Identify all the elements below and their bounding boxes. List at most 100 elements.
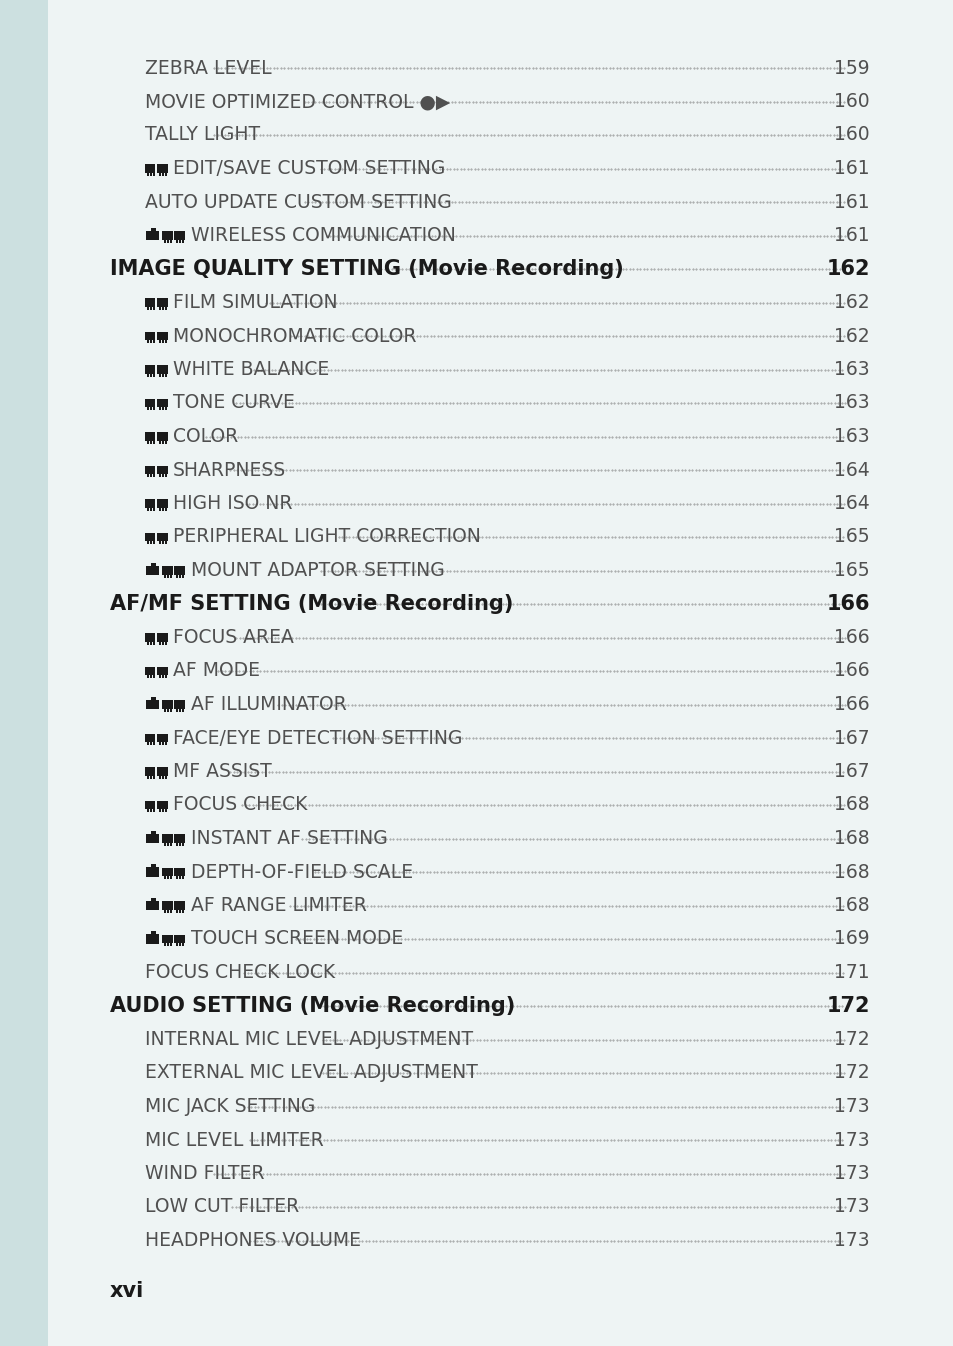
Bar xyxy=(162,676,164,678)
Bar xyxy=(152,809,154,812)
Bar xyxy=(162,835,172,843)
Bar xyxy=(145,331,155,341)
Bar xyxy=(182,944,184,946)
Bar xyxy=(162,307,164,310)
Bar xyxy=(182,843,184,845)
Bar xyxy=(159,374,161,377)
Bar xyxy=(162,172,164,175)
Bar xyxy=(170,575,172,577)
Bar xyxy=(146,230,159,240)
Bar xyxy=(157,466,168,474)
Text: 168: 168 xyxy=(834,896,869,915)
Text: MOUNT ADAPTOR SETTING: MOUNT ADAPTOR SETTING xyxy=(191,561,444,580)
Bar xyxy=(151,697,156,700)
Text: AF MODE: AF MODE xyxy=(172,661,260,681)
Text: 161: 161 xyxy=(834,159,869,178)
Bar xyxy=(165,507,167,510)
Bar xyxy=(150,474,152,476)
Bar xyxy=(182,240,184,242)
Bar xyxy=(162,232,172,240)
Bar xyxy=(174,232,185,240)
Text: WIRELESS COMMUNICATION: WIRELESS COMMUNICATION xyxy=(191,226,456,245)
Bar xyxy=(162,742,164,746)
Bar xyxy=(159,742,161,746)
Bar xyxy=(165,374,167,377)
Bar xyxy=(150,172,152,175)
Text: IMAGE QUALITY SETTING (Movie Recording): IMAGE QUALITY SETTING (Movie Recording) xyxy=(110,258,623,279)
Text: 162: 162 xyxy=(825,258,869,279)
Bar xyxy=(145,164,155,172)
Bar xyxy=(176,944,178,946)
Text: 167: 167 xyxy=(834,728,869,747)
Text: AF/MF SETTING (Movie Recording): AF/MF SETTING (Movie Recording) xyxy=(110,594,513,614)
Bar xyxy=(162,775,164,778)
Text: 169: 169 xyxy=(834,930,869,949)
Bar xyxy=(157,499,168,507)
Bar xyxy=(152,474,154,476)
Bar xyxy=(174,868,185,876)
Bar xyxy=(164,876,166,879)
Text: MIC LEVEL LIMITER: MIC LEVEL LIMITER xyxy=(145,1131,323,1149)
Bar xyxy=(159,440,161,444)
Bar xyxy=(162,902,172,910)
Bar xyxy=(167,843,169,845)
Text: FOCUS CHECK: FOCUS CHECK xyxy=(172,795,307,814)
Bar xyxy=(165,408,167,411)
Bar xyxy=(152,307,154,310)
Bar xyxy=(167,944,169,946)
Bar xyxy=(159,341,161,343)
Bar xyxy=(174,567,185,575)
Bar xyxy=(176,709,178,712)
Text: TALLY LIGHT: TALLY LIGHT xyxy=(145,125,260,144)
Bar xyxy=(150,541,152,544)
Bar xyxy=(162,474,164,476)
Bar xyxy=(159,676,161,678)
Bar xyxy=(159,809,161,812)
Bar xyxy=(151,931,156,934)
Bar xyxy=(159,408,161,411)
Bar xyxy=(174,835,185,843)
Bar xyxy=(179,944,181,946)
Text: 173: 173 xyxy=(834,1232,869,1250)
Bar xyxy=(164,240,166,242)
Bar xyxy=(150,775,152,778)
Text: 168: 168 xyxy=(834,863,869,882)
Bar xyxy=(159,307,161,310)
Bar xyxy=(162,341,164,343)
Bar xyxy=(150,374,152,377)
Bar xyxy=(145,299,155,307)
Bar xyxy=(170,910,172,913)
Bar xyxy=(152,440,154,444)
Text: FILM SIMULATION: FILM SIMULATION xyxy=(172,293,337,312)
Text: EDIT/SAVE CUSTOM SETTING: EDIT/SAVE CUSTOM SETTING xyxy=(172,159,445,178)
Text: FOCUS CHECK LOCK: FOCUS CHECK LOCK xyxy=(145,962,335,983)
Bar xyxy=(145,633,155,642)
Bar xyxy=(147,374,149,377)
Bar xyxy=(146,833,159,843)
Bar xyxy=(167,575,169,577)
Bar xyxy=(159,541,161,544)
Text: 173: 173 xyxy=(834,1131,869,1149)
Text: 168: 168 xyxy=(834,795,869,814)
Text: DEPTH-OF-FIELD SCALE: DEPTH-OF-FIELD SCALE xyxy=(191,863,413,882)
Bar xyxy=(164,709,166,712)
Bar xyxy=(150,742,152,746)
Text: 171: 171 xyxy=(834,962,869,983)
Text: INTERNAL MIC LEVEL ADJUSTMENT: INTERNAL MIC LEVEL ADJUSTMENT xyxy=(145,1030,473,1049)
Bar xyxy=(147,474,149,476)
Bar xyxy=(162,408,164,411)
Text: MIC JACK SETTING: MIC JACK SETTING xyxy=(145,1097,315,1116)
Bar xyxy=(147,676,149,678)
Text: 160: 160 xyxy=(834,92,869,110)
Bar xyxy=(145,801,155,809)
Bar xyxy=(145,533,155,541)
Bar xyxy=(150,676,152,678)
Text: 166: 166 xyxy=(825,594,869,614)
Bar xyxy=(176,575,178,577)
Text: LOW CUT FILTER: LOW CUT FILTER xyxy=(145,1198,299,1217)
Bar xyxy=(150,440,152,444)
Bar xyxy=(147,307,149,310)
Bar xyxy=(157,767,168,775)
Bar xyxy=(157,164,168,172)
Bar xyxy=(147,172,149,175)
